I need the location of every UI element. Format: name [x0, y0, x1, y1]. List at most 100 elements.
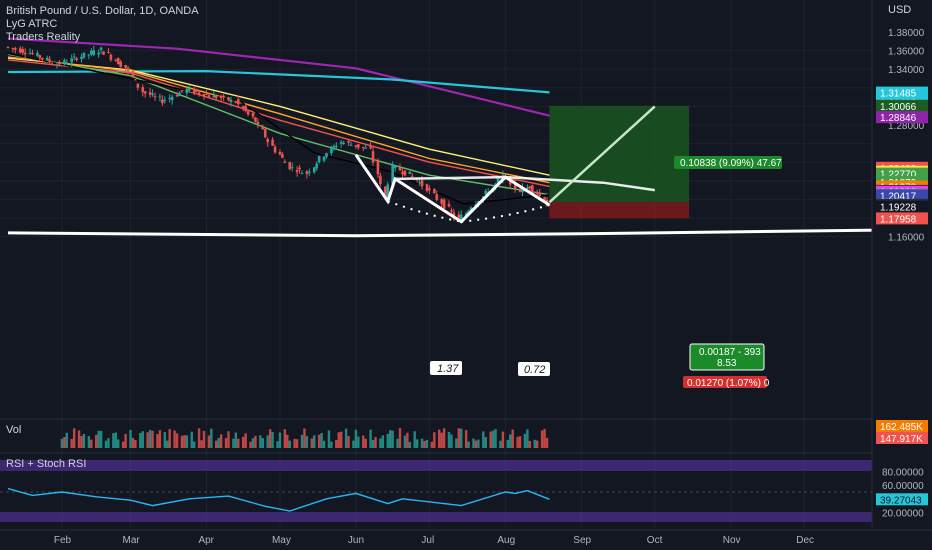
volume-bar [357, 436, 360, 448]
time-axis[interactable]: Feb Mar Apr May Jun Jul Aug Sep Oct Nov Dec [0, 529, 932, 546]
candle-body [178, 92, 181, 97]
time-tick-label: Sep [573, 535, 591, 546]
target-label: 0.10838 (9.09%) 47.67 [680, 158, 782, 169]
candle-body [379, 175, 382, 185]
candle-body [261, 126, 265, 130]
position-stop-zone [549, 202, 690, 219]
volume-bar [362, 435, 365, 448]
stop-label: 0.01270 (1.07%) 0 [687, 378, 770, 389]
price-tag-label: 1.31485 [880, 89, 917, 100]
candle-body [447, 203, 451, 207]
candle-body [330, 147, 333, 154]
candle-body [109, 54, 113, 60]
rsi-current-box [876, 493, 928, 506]
currency-label[interactable]: USD [888, 4, 912, 16]
candle-body [410, 175, 414, 177]
candle-body [450, 210, 453, 212]
volume-tag-label: 147.917K [880, 434, 923, 445]
volume-pane-label[interactable]: Vol [6, 424, 22, 436]
volume-bar [511, 429, 514, 448]
volume-bar [295, 439, 299, 448]
candle-body [339, 142, 343, 144]
w-pattern-zigzag [354, 153, 551, 224]
candle-body [188, 88, 191, 91]
volume-bar [158, 430, 162, 448]
time-tick-label: Jun [348, 535, 364, 546]
long-position-tool[interactable] [549, 105, 690, 219]
candle-body [6, 46, 10, 48]
volume-bar [139, 433, 142, 448]
candle-body [97, 52, 100, 55]
volume-bar [406, 432, 409, 448]
volume-bar [72, 428, 76, 448]
symbol-title[interactable]: British Pound / U.S. Dollar, 1D, OANDA [6, 5, 199, 17]
volume-bar [467, 441, 470, 448]
volume-bar [374, 437, 377, 448]
volume-bar [175, 433, 179, 448]
indicator-legend-traders-reality[interactable]: Traders Reality [6, 31, 81, 43]
candle-body [119, 61, 122, 68]
projection-arrow [548, 105, 656, 204]
candle-body [384, 186, 387, 197]
volume-bar [148, 430, 152, 448]
volume-tag-box [876, 432, 928, 444]
volume-bar [278, 432, 282, 448]
volume-bar [117, 439, 120, 448]
volume-bar [526, 429, 529, 448]
candle-body [531, 185, 534, 193]
volume-bar [364, 438, 367, 448]
volume-bar [305, 436, 309, 448]
rsi-tick-label: 60.00000 [882, 481, 924, 492]
volume-bar [545, 437, 549, 448]
candle-body [535, 191, 539, 194]
candle-body [457, 214, 461, 219]
volume-bar [543, 428, 546, 448]
candle-body [168, 97, 171, 100]
entry-label-line2: 8.53 [717, 358, 737, 369]
retrace-dotted-2 [461, 204, 550, 223]
price-tag-box [876, 212, 928, 225]
retrace-2-label: 0.72 [524, 364, 545, 376]
volume-tag-label: 162.485K [880, 422, 923, 433]
volume-bar [114, 432, 117, 448]
volume-bar [425, 439, 429, 448]
candle-body [75, 58, 78, 61]
candle-body [48, 59, 51, 63]
candle-body [63, 60, 66, 64]
candle-body [192, 88, 196, 94]
candle-body [45, 57, 49, 60]
price-tag-label: 1.28846 [880, 113, 917, 124]
volume-bar [244, 433, 247, 448]
moving-average-line [7, 56, 550, 184]
volume-bar [60, 438, 64, 448]
candle-body [420, 180, 424, 187]
volume-bar [369, 429, 372, 448]
candle-body [273, 146, 277, 153]
candle-body [543, 197, 546, 202]
volume-bar [528, 441, 532, 448]
pattern-drawings[interactable] [7, 105, 878, 238]
candle-body [23, 52, 27, 55]
volume-bar [124, 433, 127, 448]
candle-body [175, 95, 179, 97]
volume-bar [95, 434, 98, 448]
price-axis[interactable]: 1.380001.360001.340001.280001.160001.200… [871, 0, 932, 530]
candle-body [354, 145, 358, 147]
candle-body [148, 92, 152, 95]
candle-body [300, 173, 304, 175]
rsi-pane-label[interactable]: RSI + Stoch RSI [6, 458, 87, 470]
candle-body [161, 99, 164, 104]
candle-body [308, 171, 311, 173]
volume-bar [134, 440, 137, 448]
candle-body [528, 186, 532, 189]
candle-body [72, 56, 76, 58]
volume-bar [344, 428, 348, 448]
moving-average-line [7, 37, 550, 117]
indicator-legend-atrc[interactable]: LyG ATRC [6, 18, 58, 30]
price-tag-box [876, 111, 928, 124]
candle-body [212, 94, 216, 98]
candle-body [82, 52, 86, 58]
candle-body [263, 129, 267, 138]
volume-bar [271, 432, 274, 448]
